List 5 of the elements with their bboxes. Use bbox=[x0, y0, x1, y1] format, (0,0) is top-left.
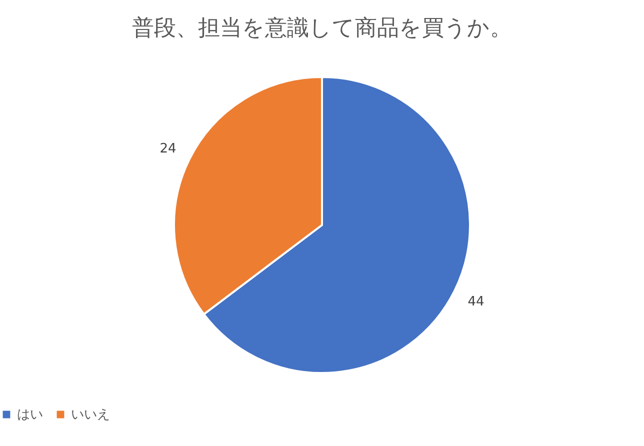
legend-label: はい bbox=[17, 408, 43, 423]
legend-label: いいえ bbox=[71, 408, 110, 423]
data-label: 44 bbox=[468, 294, 484, 310]
data-label: 24 bbox=[160, 141, 176, 156]
chart-title: 普段、担当を意識して商品を買うか。 bbox=[132, 16, 512, 41]
